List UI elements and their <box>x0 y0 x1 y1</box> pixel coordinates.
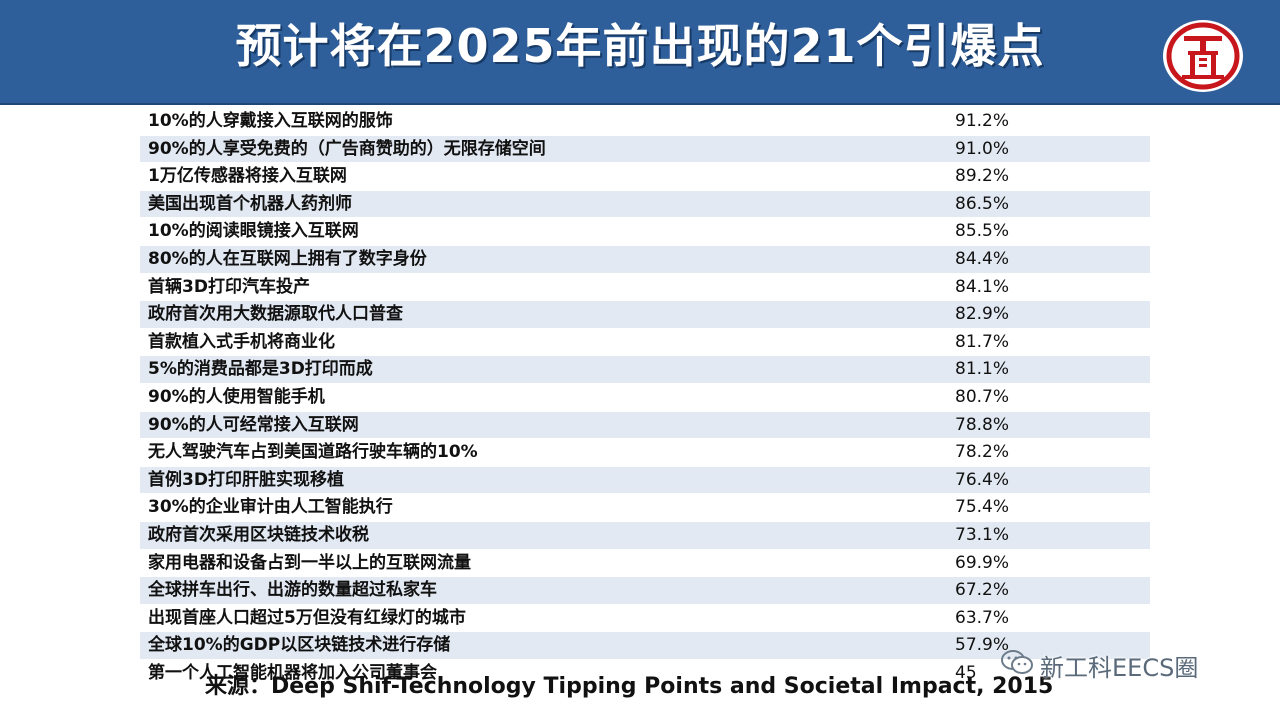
table-row: 5%的消费品都是3D打印而成 81.1% <box>140 356 1150 384</box>
table-row: 首例3D打印肝脏实现移植 76.4% <box>140 466 1150 495</box>
row-value: 81.7% <box>955 331 1010 352</box>
table-row: 第一个人工智能机器将加入公司董事会 45 <box>140 659 1150 688</box>
row-label: 无人驾驶汽车占到美国道路行驶车辆的10% <box>148 442 478 463</box>
row-label: 10%的人穿戴接入互联网的服饰 <box>148 111 393 131</box>
table-row: 无人驾驶汽车占到美国道路行驶车辆的10% 78.2% <box>140 439 1150 467</box>
row-label: 90%的人使用智能手机 <box>148 386 325 407</box>
table-row: 10%的人穿戴接入互联网的服饰 91.2% <box>140 108 1150 136</box>
watermark: 新工科EECS圈 <box>1000 648 1198 682</box>
row-value: 81.1% <box>955 359 1010 380</box>
table-row: 美国出现首个机器人药剂师 86.5% <box>140 190 1150 219</box>
row-label: 1万亿传感器将接入互联网 <box>148 166 347 187</box>
row-value: 78.8% <box>955 414 1010 435</box>
table-row: 家用电器和设备占到一半以上的互联网流量 69.9% <box>140 549 1150 578</box>
row-label: 首辆3D打印汽车投产 <box>148 276 310 297</box>
table-row: 出现首座人口超过5万但没有红绿灯的城市 63.7% <box>140 604 1150 633</box>
table-row: 1万亿传感器将接入互联网 89.2% <box>140 163 1150 191</box>
row-value: 85.5% <box>955 221 1010 242</box>
row-label: 90%的人享受免费的（广告商赞助的）无限存储空间 <box>148 138 546 159</box>
table-row: 90%的人可经常接入互联网 78.8% <box>140 411 1150 440</box>
row-label: 首款植入式手机将商业化 <box>148 331 335 352</box>
row-value: 91.0% <box>955 138 1010 159</box>
row-value: 63.7% <box>955 607 1010 628</box>
row-value: 76.4% <box>955 469 1010 490</box>
table-row: 90%的人享受免费的（广告商赞助的）无限存储空间 91.0% <box>140 135 1150 164</box>
row-value: 78.2% <box>955 442 1010 463</box>
row-value: 45 <box>955 662 977 683</box>
row-value: 84.4% <box>955 248 1010 269</box>
row-label: 全球10%的GDP以区块链技术进行存储 <box>148 635 451 656</box>
row-label: 出现首座人口超过5万但没有红绿灯的城市 <box>148 607 466 628</box>
table-row: 80%的人在互联网上拥有了数字身份 84.4% <box>140 245 1150 274</box>
table-row: 10%的阅读眼镜接入互联网 85.5% <box>140 218 1150 246</box>
row-label: 30%的企业审计由人工智能执行 <box>148 497 393 518</box>
row-value: 84.1% <box>955 276 1010 297</box>
row-value: 82.9% <box>955 304 1010 325</box>
watermark-text: 新工科EECS圈 <box>1040 653 1199 682</box>
table-row: 首款植入式手机将商业化 81.7% <box>140 328 1150 357</box>
row-value: 69.9% <box>955 552 1010 573</box>
source-citation: 来源：Deep Shif-Technology Tipping Points a… <box>205 674 1054 699</box>
row-label: 第一个人工智能机器将加入公司董事会 <box>148 662 437 683</box>
row-label: 首例3D打印肝脏实现移植 <box>148 469 344 490</box>
row-value: 57.9% <box>955 635 1010 656</box>
table-row: 政府首次采用区块链技术收税 73.1% <box>140 521 1150 550</box>
table-row: 首辆3D打印汽车投产 84.1% <box>140 273 1150 302</box>
row-value: 91.2% <box>955 111 1010 131</box>
row-value: 73.1% <box>955 524 1010 545</box>
table-row: 全球10%的GDP以区块链技术进行存储 57.9% <box>140 632 1150 660</box>
row-label: 政府首次用大数据源取代人口普查 <box>148 304 403 325</box>
slide-title: 预计将在2025年前出现的21个引爆点 <box>235 19 1045 73</box>
row-label: 全球拼车出行、出游的数量超过私家车 <box>148 580 437 601</box>
row-label: 90%的人可经常接入互联网 <box>148 414 359 435</box>
row-label: 美国出现首个机器人药剂师 <box>148 193 352 214</box>
table-row: 全球拼车出行、出游的数量超过私家车 67.2% <box>140 577 1150 605</box>
table-row: 90%的人使用智能手机 80.7% <box>140 383 1150 412</box>
row-label: 10%的阅读眼镜接入互联网 <box>148 221 359 242</box>
slide-header: 预计将在2025年前出现的21个引爆点 <box>0 0 1280 105</box>
row-value: 80.7% <box>955 386 1010 407</box>
row-value: 67.2% <box>955 580 1010 601</box>
tipping-points-table: 10%的人穿戴接入互联网的服饰 91.2% 90%的人享受免费的（广告商赞助的）无限… <box>140 108 1150 688</box>
row-value: 75.4% <box>955 497 1010 518</box>
wechat-icon <box>1000 648 1034 682</box>
row-value: 89.2% <box>955 166 1010 187</box>
row-label: 家用电器和设备占到一半以上的互联网流量 <box>148 552 471 573</box>
row-value: 86.5% <box>955 193 1010 214</box>
table-row: 30%的企业审计由人工智能执行 75.4% <box>140 494 1150 522</box>
row-label: 政府首次采用区块链技术收税 <box>148 524 369 545</box>
institution-seal-logo <box>1163 20 1243 92</box>
table-row: 政府首次用大数据源取代人口普查 82.9% <box>140 301 1150 329</box>
row-label: 5%的消费品都是3D打印而成 <box>148 359 373 380</box>
row-label: 80%的人在互联网上拥有了数字身份 <box>148 248 427 269</box>
